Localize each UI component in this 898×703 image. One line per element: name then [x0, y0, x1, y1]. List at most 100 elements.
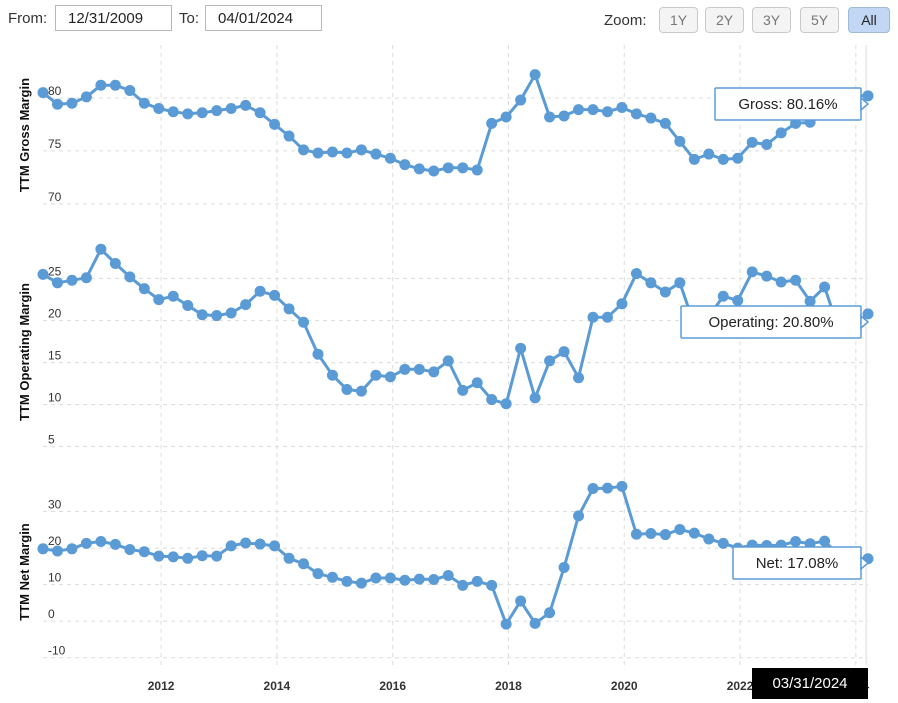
- data-point: [659, 286, 671, 298]
- data-point: [775, 127, 787, 139]
- y-axis-title: TTM Operating Margin: [17, 283, 32, 421]
- data-point: [645, 112, 657, 124]
- data-point: [153, 550, 165, 562]
- data-point: [269, 289, 281, 301]
- x-tick-label: 2020: [611, 679, 638, 693]
- data-point: [124, 544, 136, 556]
- data-point: [717, 153, 729, 165]
- zoom-3y-button[interactable]: 3Y: [752, 7, 791, 33]
- data-point: [819, 535, 831, 547]
- zoom-5y-button[interactable]: 5Y: [800, 7, 839, 33]
- data-point: [211, 310, 223, 322]
- data-point: [674, 277, 686, 289]
- data-point: [37, 268, 49, 280]
- data-point: [573, 372, 585, 384]
- crosshair-date-badge: 03/31/2024: [752, 668, 868, 699]
- data-point: [225, 540, 237, 552]
- data-point: [587, 311, 599, 323]
- data-point: [659, 529, 671, 541]
- series-line: [42, 73, 868, 173]
- data-point: [167, 290, 179, 302]
- data-point: [182, 108, 194, 120]
- from-date-input[interactable]: 12/31/2009: [55, 5, 172, 31]
- data-point: [515, 595, 527, 607]
- data-point: [138, 97, 150, 109]
- data-point: [95, 79, 107, 91]
- y-tick-label: 5: [48, 433, 55, 447]
- zoom-1y-button[interactable]: 1Y: [659, 7, 698, 33]
- data-point: [51, 545, 63, 557]
- data-point: [109, 79, 121, 91]
- data-point: [355, 144, 367, 156]
- to-date-input[interactable]: 04/01/2024: [205, 5, 322, 31]
- data-point: [37, 87, 49, 99]
- data-point: [95, 536, 107, 547]
- data-point: [761, 270, 773, 282]
- data-point: [428, 165, 440, 177]
- data-point: [645, 527, 657, 539]
- data-point: [269, 540, 281, 552]
- data-point: [109, 538, 121, 550]
- data-point: [355, 577, 367, 589]
- data-point: [674, 135, 686, 147]
- y-tick-label: 20: [48, 534, 62, 548]
- y-axis-title: TTM Net Margin: [17, 523, 32, 621]
- data-point: [862, 90, 874, 102]
- data-point: [500, 111, 512, 123]
- data-point: [486, 394, 498, 406]
- data-point: [153, 294, 165, 306]
- zoom-2y-button[interactable]: 2Y: [705, 7, 744, 33]
- data-point: [442, 355, 454, 367]
- data-point: [254, 285, 266, 297]
- data-point: [457, 384, 469, 396]
- tooltip-text: Gross: 80.16%: [738, 96, 837, 113]
- data-point: [384, 572, 396, 584]
- data-point: [688, 527, 700, 539]
- data-point: [486, 117, 498, 129]
- data-point: [211, 105, 223, 117]
- data-point: [138, 546, 150, 558]
- data-point: [312, 568, 324, 580]
- data-point: [717, 537, 729, 549]
- data-point: [500, 398, 512, 410]
- data-point: [703, 533, 715, 545]
- y-axis-title: TTM Gross Margin: [17, 78, 32, 192]
- data-point: [630, 268, 642, 280]
- data-point: [471, 377, 483, 389]
- data-point: [790, 274, 802, 286]
- data-point: [138, 283, 150, 295]
- y-tick-label: -10: [48, 644, 66, 658]
- data-point: [573, 104, 585, 116]
- data-point: [732, 152, 744, 164]
- to-label: To:: [179, 10, 200, 27]
- data-point: [196, 107, 208, 119]
- data-point: [558, 110, 570, 122]
- data-point: [573, 510, 585, 522]
- data-point: [471, 164, 483, 176]
- data-point: [298, 558, 310, 570]
- data-point: [601, 311, 613, 323]
- data-point: [775, 276, 787, 288]
- zoom-all-button[interactable]: All: [848, 7, 890, 33]
- data-point: [486, 579, 498, 591]
- data-point: [413, 163, 425, 175]
- tooltip-arrow: [860, 314, 870, 330]
- data-point: [601, 106, 613, 118]
- data-point: [544, 607, 556, 619]
- y-tick-label: 25: [48, 265, 62, 279]
- data-point: [341, 575, 353, 587]
- tooltip-text: Net: 17.08%: [756, 555, 839, 572]
- data-point: [616, 101, 628, 113]
- data-point: [326, 571, 338, 583]
- x-tick-label: 2022: [727, 679, 754, 693]
- data-point: [240, 99, 252, 111]
- data-point: [370, 148, 382, 160]
- toolbar: From: 12/31/2009 To: 04/01/2024 Zoom: 1Y…: [0, 0, 898, 40]
- data-point: [717, 290, 729, 302]
- data-point: [587, 104, 599, 116]
- data-point: [384, 371, 396, 383]
- data-point: [674, 523, 686, 535]
- data-point: [196, 550, 208, 562]
- data-point: [790, 536, 802, 547]
- zoom-label: Zoom:: [604, 12, 647, 29]
